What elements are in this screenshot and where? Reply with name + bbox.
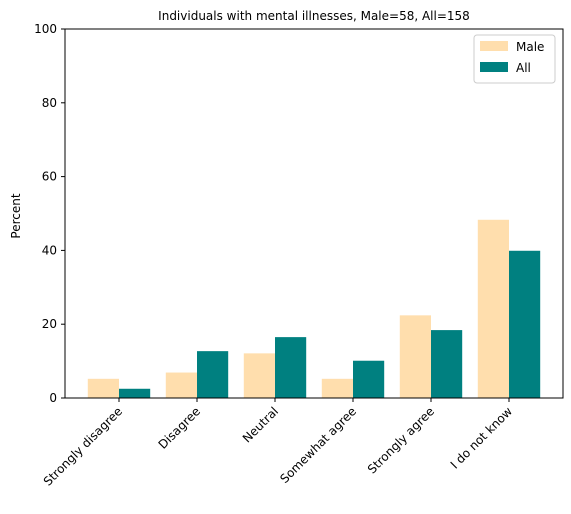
chart-title: Individuals with mental illnesses, Male=… bbox=[158, 9, 470, 23]
legend-swatch-1 bbox=[480, 62, 508, 72]
y-tick-label-1: 20 bbox=[42, 317, 57, 331]
plot-area: 0 20 40 60 80 100 Strongly disagree Disagree Neu… bbox=[34, 22, 564, 489]
bar-all-5 bbox=[509, 250, 541, 398]
x-tick-label-2: Neutral bbox=[240, 404, 281, 445]
bar-all-1 bbox=[197, 351, 229, 398]
legend: Male All bbox=[473, 34, 556, 84]
bar-male-1 bbox=[165, 372, 197, 398]
bar-all-2 bbox=[275, 337, 307, 398]
bar-male-4 bbox=[399, 315, 431, 398]
y-tick-label-4: 80 bbox=[42, 96, 57, 110]
bar-male-0 bbox=[87, 378, 119, 398]
x-tick-label-3: Somewhat agree bbox=[277, 404, 359, 486]
y-tick-label-2: 40 bbox=[42, 243, 57, 257]
legend-swatch-0 bbox=[480, 41, 508, 51]
x-tick-label-4: Strongly agree bbox=[365, 404, 437, 476]
legend-label-0: Male bbox=[516, 40, 544, 54]
bar-all-3 bbox=[353, 360, 385, 398]
x-tick-label-1: Disagree bbox=[156, 404, 204, 452]
y-tick-label-0: 0 bbox=[49, 391, 57, 405]
y-tick-label-3: 60 bbox=[42, 170, 57, 184]
legend-label-1: All bbox=[516, 61, 531, 75]
bar-all-4 bbox=[431, 330, 463, 398]
bar-all-0 bbox=[119, 388, 151, 398]
y-axis-label: Percent bbox=[9, 193, 23, 238]
y-tick-label-5: 100 bbox=[34, 22, 57, 36]
bar-male-2 bbox=[243, 353, 275, 398]
bar-male-3 bbox=[321, 378, 353, 398]
x-tick-label-0: Strongly disagree bbox=[41, 404, 125, 488]
plot-frame bbox=[64, 28, 564, 399]
x-tick-label-5: I do not know bbox=[448, 404, 516, 472]
bar-male-5 bbox=[477, 219, 509, 398]
